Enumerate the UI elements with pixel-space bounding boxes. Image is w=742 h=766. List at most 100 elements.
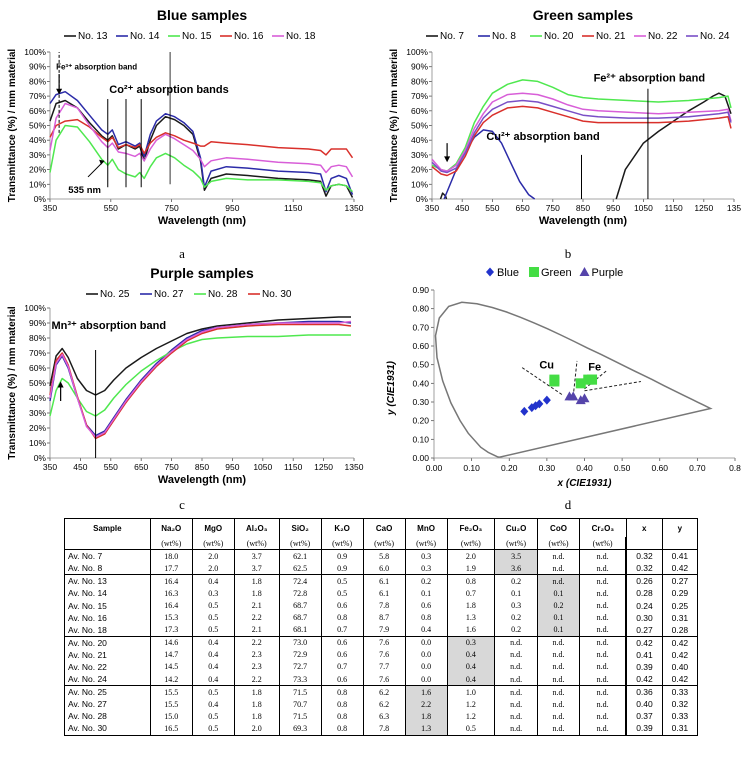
table-row: Av. No. 8 17.7 2.0 3.7 62.5 0.9 6.0 0.3 1.9 3.6 n.… — [64, 562, 699, 575]
table-cell: n.d. — [494, 660, 539, 674]
legend-label: No. 8 — [492, 31, 516, 42]
dashed-guide — [572, 360, 578, 397]
table-cell: Av. No. 8 — [64, 562, 151, 575]
table-cell: 2.2 — [233, 635, 280, 649]
table-cell: 0.41 — [625, 648, 663, 661]
table-cell: 73.3 — [278, 673, 322, 686]
table-cell: 72.4 — [278, 574, 322, 588]
table-cell: n.d. — [578, 562, 627, 575]
unit-cell: (wt%) — [537, 537, 580, 551]
table-cell: 71.5 — [278, 685, 322, 699]
chart-d: 0.00 0.10 0.20 0.30 0.40 0.50 0.60 0.70 0.80 0.90… — [386, 267, 741, 489]
x-tick-label: 0.20 — [501, 463, 518, 473]
table-cell: 0.0 — [404, 635, 448, 649]
table-cell: 0.4 — [191, 635, 235, 649]
x-tick-label: 0.30 — [539, 463, 556, 473]
table-cell: 8.7 — [362, 611, 406, 624]
legend-label: No. 24 — [700, 31, 730, 42]
table-cell: 0.3 — [404, 562, 448, 575]
legend-label: No. 15 — [182, 31, 212, 42]
column-header: Cu₂O — [494, 518, 539, 537]
table-cell: 0.4 — [404, 623, 448, 637]
table-cell: 15.5 — [149, 698, 193, 711]
chart-title: Purple samples — [150, 265, 254, 281]
y-tick-label: 50% — [29, 121, 46, 131]
y-tick-label: 80% — [29, 333, 46, 343]
y-tick-label: 10% — [411, 179, 428, 189]
marker-triangle — [575, 395, 586, 405]
x-tick-label: 1150 — [664, 203, 683, 213]
table-cell: 68.7 — [278, 611, 322, 624]
x-tick-label: 950 — [225, 203, 239, 213]
subfig-label-c: c — [179, 497, 185, 512]
table-cell: 3.6 — [494, 562, 539, 575]
x-tick-label: 750 — [165, 203, 179, 213]
x-tick-label: 0.70 — [689, 463, 706, 473]
table-cell: n.d. — [537, 710, 580, 723]
table-cell: n.d. — [537, 722, 580, 736]
table-cell: 0.5 — [191, 710, 235, 723]
legend-label: Blue — [497, 267, 519, 279]
legend-label: No. 16 — [234, 31, 264, 42]
table-cell: 1.6 — [404, 685, 448, 699]
table-cell: 1.8 — [446, 599, 496, 612]
table-cell: n.d. — [578, 587, 627, 600]
y-tick-label: 20% — [411, 165, 428, 175]
table-cell: 2.0 — [191, 549, 235, 563]
table-cell: 0.8 — [320, 611, 364, 624]
y-tick-label: 20% — [29, 165, 46, 175]
table-cell: 14.5 — [149, 660, 193, 674]
table-cell: 0.8 — [320, 685, 364, 699]
table-cell: Av. No. 22 — [64, 660, 151, 674]
x-tick-label: 0.50 — [614, 463, 631, 473]
table-cell: 0.4 — [446, 660, 496, 674]
table-cell: Av. No. 13 — [64, 574, 151, 588]
table-cell: n.d. — [578, 574, 627, 588]
marker-square — [529, 267, 539, 277]
y-tick-label: 0% — [34, 194, 47, 204]
table-cell: 2.2 — [233, 673, 280, 686]
subfig-label-a: a — [179, 246, 185, 261]
y-tick-label: 0.20 — [412, 416, 429, 426]
unit-cell: (wt%) — [191, 537, 235, 551]
table-cell: n.d. — [494, 698, 539, 711]
table-cell: 0.42 — [661, 673, 699, 686]
cu-label: Cu — [539, 359, 554, 371]
y-tick-label: 0.30 — [412, 397, 429, 407]
x-tick-label: 950 — [225, 462, 239, 472]
column-header: Sample — [64, 518, 151, 537]
table-cell: 6.2 — [362, 685, 406, 699]
table-cell: 0.5 — [191, 599, 235, 612]
table-cell: 0.42 — [625, 673, 663, 686]
x-tick-label: 550 — [104, 203, 118, 213]
table-cell: Av. No. 14 — [64, 587, 151, 600]
x-axis-label: Wavelength (nm) — [158, 474, 247, 486]
table-row: Av. No. 20 14.6 0.4 2.2 73.0 0.6 7.6 0.0 0.3 n.d.… — [64, 635, 699, 649]
unit-cell: (wt%) — [233, 537, 280, 551]
table-cell: 1.3 — [446, 611, 496, 624]
legend-label: Purple — [592, 267, 624, 279]
y-tick-label: 0.40 — [412, 378, 429, 388]
table-cell: 1.8 — [233, 710, 280, 723]
table-cell: 71.5 — [278, 710, 322, 723]
table-cell: 0.25 — [661, 599, 699, 612]
y-tick-label: 70% — [411, 91, 428, 101]
y-tick-label: 0% — [416, 194, 429, 204]
table-cell: n.d. — [578, 648, 627, 661]
table-cell: n.d. — [578, 710, 627, 723]
chart-a: Blue samples No. 13 No. 14 No. 15 No. 16 No. … — [7, 7, 364, 227]
table-cell: 0.2 — [494, 611, 539, 624]
table-cell: 0.7 — [320, 660, 364, 674]
y-tick-label: 40% — [29, 135, 46, 145]
y-tick-label: 0.00 — [412, 453, 429, 463]
table-cell: 0.3 — [404, 549, 448, 563]
table-cell: 0.28 — [661, 623, 699, 637]
table-cell: n.d. — [494, 722, 539, 736]
table-cell: 69.3 — [278, 722, 322, 736]
table-cell: Av. No. 15 — [64, 599, 151, 612]
table-cell: 0.26 — [625, 574, 663, 588]
series-line-no-7 — [439, 192, 448, 200]
table-cell: 0.5 — [446, 722, 496, 736]
table-cell: 1.8 — [233, 698, 280, 711]
marker-triangle — [568, 391, 579, 401]
